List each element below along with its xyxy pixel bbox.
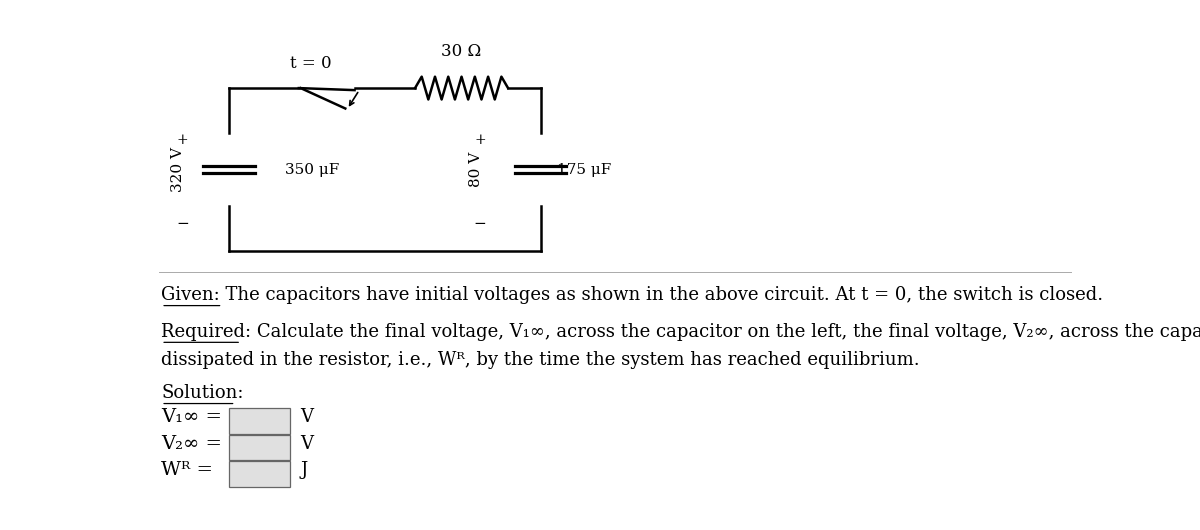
Text: −: − [176, 217, 188, 231]
Text: +: + [176, 133, 188, 147]
FancyBboxPatch shape [229, 435, 289, 460]
Text: V₂∞ =: V₂∞ = [161, 435, 222, 453]
Text: Wᴿ =: Wᴿ = [161, 462, 214, 480]
Text: Required: Calculate the final voltage, V₁∞, across the capacitor on the left, th: Required: Calculate the final voltage, V… [161, 323, 1200, 341]
Text: V: V [301, 409, 313, 427]
Text: 350 μF: 350 μF [284, 163, 340, 176]
Text: +: + [474, 133, 486, 147]
Text: t = 0: t = 0 [289, 55, 331, 72]
Text: dissipated in the resistor, i.e., Wᴿ, by the time the system has reached equilib: dissipated in the resistor, i.e., Wᴿ, by… [161, 351, 919, 369]
Text: 30 Ω: 30 Ω [442, 42, 481, 59]
Text: Solution:: Solution: [161, 384, 244, 402]
Text: J: J [301, 462, 308, 480]
FancyBboxPatch shape [229, 462, 289, 487]
Text: V: V [301, 435, 313, 453]
FancyBboxPatch shape [229, 409, 289, 434]
Text: 80 V: 80 V [468, 152, 482, 187]
Text: −: − [474, 217, 486, 231]
Text: Given: The capacitors have initial voltages as shown in the above circuit. At t : Given: The capacitors have initial volta… [161, 286, 1103, 304]
Text: 175 μF: 175 μF [557, 163, 612, 176]
Text: V₁∞ =: V₁∞ = [161, 409, 222, 427]
Text: 320 V: 320 V [170, 147, 185, 192]
